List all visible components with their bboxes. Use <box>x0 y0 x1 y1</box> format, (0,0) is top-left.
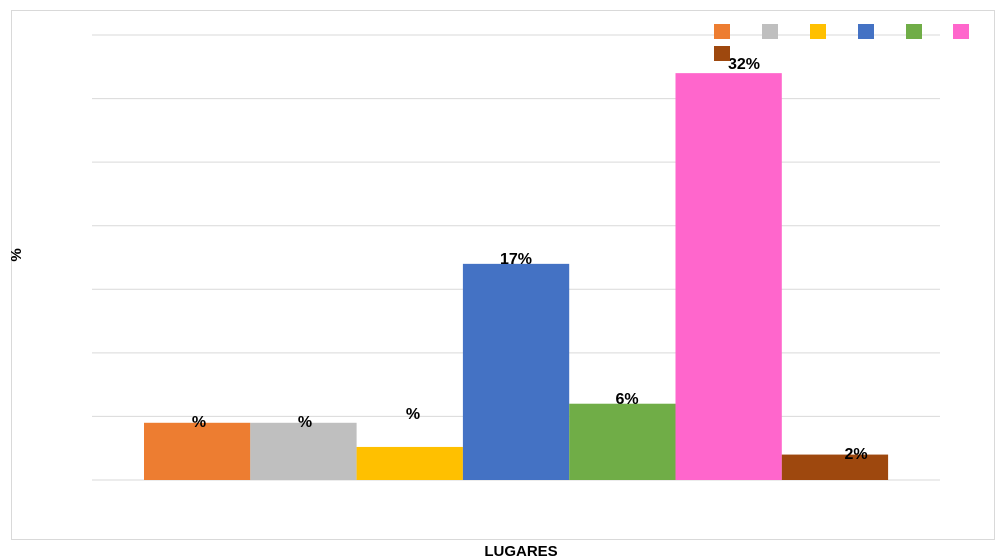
bar-1 <box>144 422 251 480</box>
data-labels: %% % 17% 6% 32% 2% <box>192 56 868 463</box>
data-label-7: 2% <box>844 446 867 463</box>
x-axis-title: LUGARES <box>484 543 557 559</box>
y-axis-title: % <box>8 248 25 261</box>
legend-swatch-5 <box>906 24 922 39</box>
bar-4 <box>462 263 570 480</box>
data-label-4: 17% <box>500 251 532 268</box>
bar-6 <box>675 73 782 481</box>
legend-swatch-7 <box>714 46 730 61</box>
data-label-5: 6% <box>615 391 638 408</box>
legend-swatch-3 <box>810 24 826 39</box>
legend-swatch-4 <box>858 24 874 39</box>
bar-5 <box>569 403 676 480</box>
bars <box>144 73 889 481</box>
data-label-1: % <box>192 414 206 431</box>
bar-7 <box>781 454 889 480</box>
data-label-2: % <box>298 414 312 431</box>
legend <box>714 24 969 61</box>
data-label-6: 32% <box>728 56 760 73</box>
legend-swatch-1 <box>714 24 730 39</box>
data-label-3: % <box>406 406 420 423</box>
legend-swatch-6 <box>953 24 969 39</box>
legend-swatch-2 <box>762 24 778 39</box>
bar-2 <box>250 422 357 480</box>
chart-frame <box>11 10 995 540</box>
bar-3 <box>356 446 463 480</box>
